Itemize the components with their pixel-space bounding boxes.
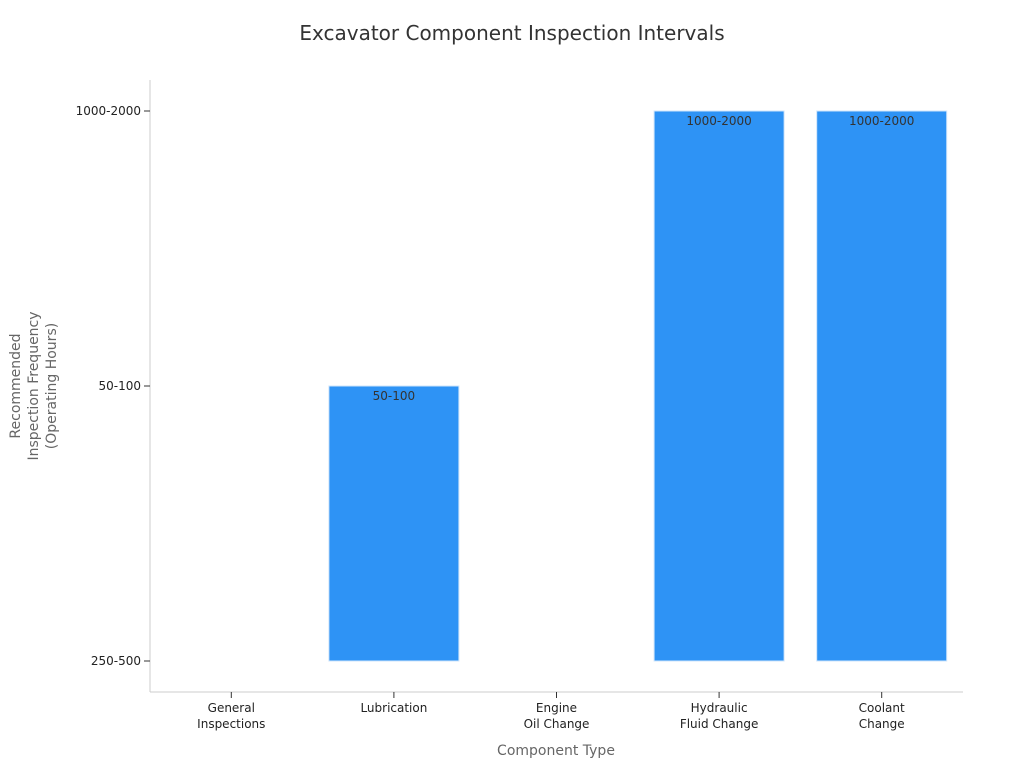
y-tick-label: 1000-2000	[76, 104, 141, 118]
y-axis-label: Recommended Inspection Frequency (Operatin…	[8, 311, 60, 460]
x-tick-label: General Inspections	[197, 701, 265, 731]
bar-data-label: 1000-2000	[686, 114, 751, 128]
bar-data-label: 1000-2000	[849, 114, 914, 128]
bar-labels-group: 50-100 1000-2000 1000-2000	[373, 114, 915, 403]
x-tick-label: Lubrication	[360, 701, 427, 715]
x-tick-label: Hydraulic Fluid Change	[680, 701, 759, 731]
y-tick-label: 50-100	[98, 379, 141, 393]
x-tick-label: Engine Oil Change	[524, 701, 590, 731]
bar	[816, 110, 948, 662]
bar	[653, 110, 785, 662]
bars-group	[328, 110, 948, 662]
x-tick-label: Coolant Change	[859, 701, 905, 731]
bar-data-label: 50-100	[373, 389, 416, 403]
x-axis-label: Component Type	[497, 743, 615, 759]
y-ticks-group: 250-500 50-100 1000-2000	[76, 104, 150, 668]
y-tick-label: 250-500	[91, 654, 141, 668]
chart-title: Excavator Component Inspection Intervals	[299, 21, 724, 45]
x-ticks-group: General Inspections Lubrication Engine Oil C…	[197, 692, 905, 731]
bar	[328, 385, 460, 662]
